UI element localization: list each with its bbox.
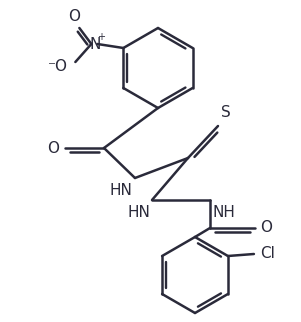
Text: HN: HN	[109, 183, 132, 198]
Text: N: N	[90, 36, 101, 52]
Text: +: +	[97, 32, 105, 42]
Text: NH: NH	[212, 205, 235, 220]
Text: S: S	[221, 105, 231, 120]
Text: O: O	[47, 140, 59, 156]
Text: O: O	[260, 221, 272, 235]
Text: HN: HN	[127, 205, 150, 220]
Text: O: O	[68, 9, 80, 24]
Text: ⁻O: ⁻O	[48, 59, 68, 73]
Text: Cl: Cl	[260, 247, 275, 261]
